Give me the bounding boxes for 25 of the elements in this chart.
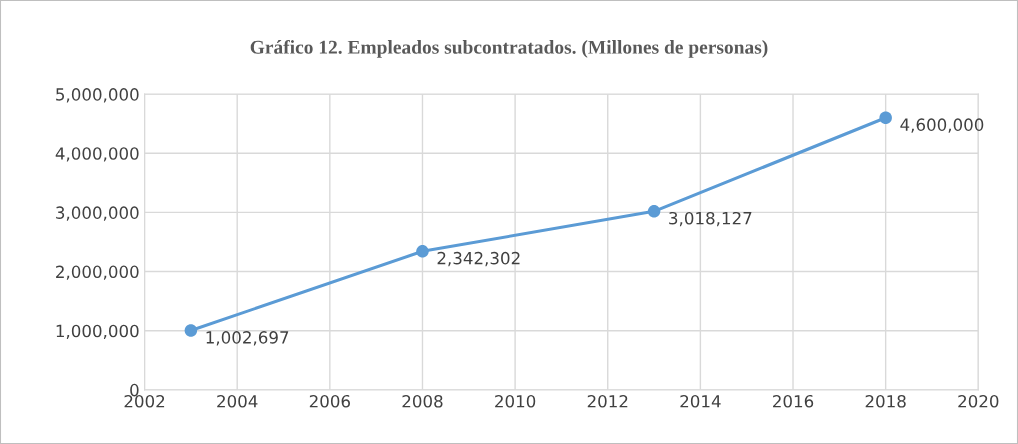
- data-label: 3,018,127: [669, 211, 752, 227]
- data-label: 2,342,302: [437, 251, 520, 267]
- x-tick-label: 2008: [402, 394, 443, 408]
- x-tick-label: 2004: [217, 394, 258, 408]
- y-tick-label: 5,000,000: [56, 88, 139, 103]
- data-label: 4,600,000: [900, 118, 984, 133]
- point: [416, 245, 429, 258]
- point: [879, 111, 892, 125]
- x-tick-label: 2002: [124, 394, 165, 408]
- y-tick-label: 0: [130, 383, 139, 397]
- y-tick-label: 3,000,000: [56, 206, 139, 221]
- x-tick-label: 2010: [495, 394, 536, 408]
- point: [647, 205, 661, 218]
- data-label: 1,002,697: [206, 331, 289, 346]
- x-tick-label: 2020: [958, 394, 999, 408]
- point: [184, 324, 198, 337]
- chart-title: Gráfico 12. Empleados subcontratados. (Millones de personas): [250, 39, 768, 58]
- x-tick-label: 2012: [587, 394, 628, 408]
- y-tick-label: 4,000,000: [55, 147, 139, 162]
- x-tick-label: 2006: [309, 394, 350, 408]
- x-tick-label: 2014: [680, 394, 721, 408]
- y-tick-label: 2,000,000: [56, 265, 139, 280]
- y-tick-label: 1,000,000: [56, 324, 139, 339]
- x-tick-label: 2016: [773, 394, 814, 408]
- x-tick-label: 2018: [865, 394, 906, 408]
